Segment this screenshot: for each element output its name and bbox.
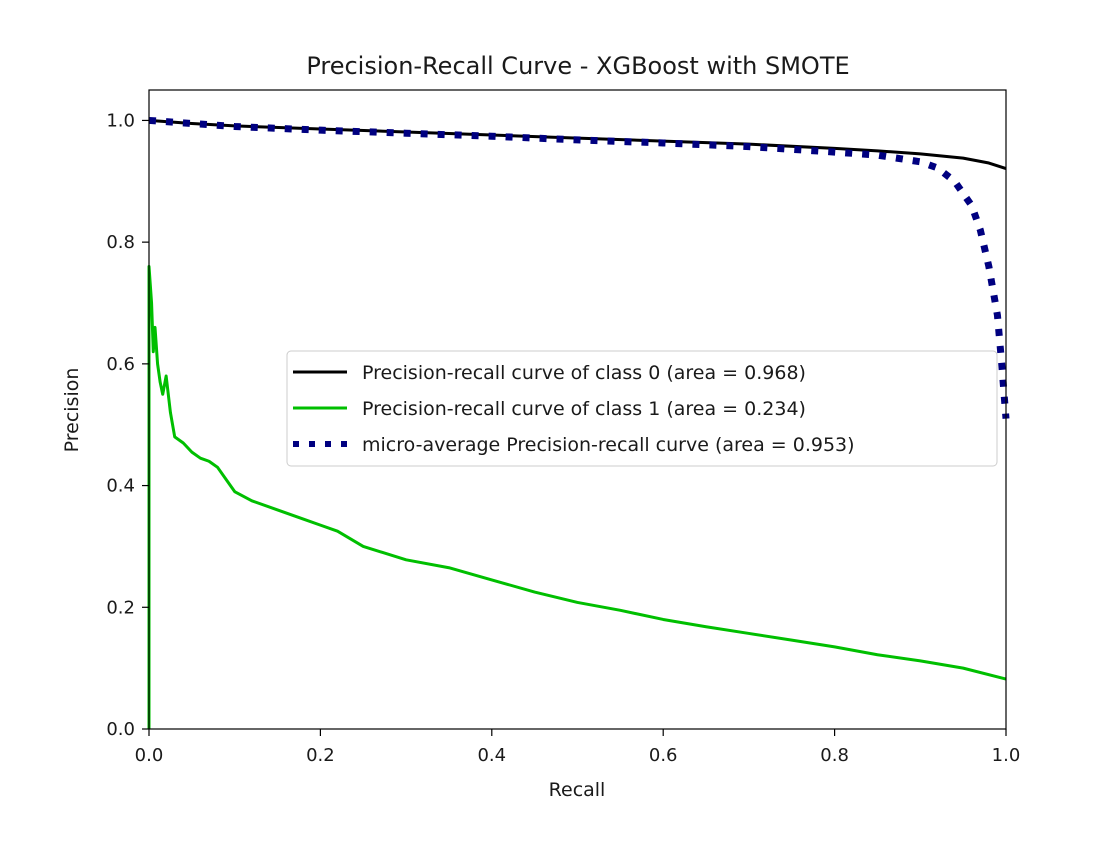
chart-title: Precision-Recall Curve - XGBoost with SM… [306,52,849,80]
x-tick-label: 0.4 [477,745,506,766]
legend-label-class-0: Precision-recall curve of class 0 (area … [362,362,806,384]
series-layer [147,116,1010,729]
tick-layer: 0.0 0.2 0.4 0.6 0.8 1.0 0.0 0.2 0.4 0.6 0.8 1.0 [106,110,1020,766]
series-class-1-line [147,264,1007,729]
x-tick-label: 0.0 [135,745,164,766]
legend-label-class-1: Precision-recall curve of class 1 (area … [362,398,806,420]
x-tick-label: 0.8 [820,745,849,766]
x-axis-label: Recall [549,779,606,801]
x-tick-label: 0.2 [306,745,335,766]
legend-box [286,350,998,467]
y-tick-label: 0.8 [106,232,135,253]
y-tick-label: 1.0 [106,110,135,131]
y-tick-label: 0.6 [106,354,135,375]
y-tick-label: 0.4 [106,476,135,497]
y-axis-label: Precision [61,368,83,453]
x-tick-label: 1.0 [992,745,1021,766]
y-tick-label: 0.2 [106,597,135,618]
legend: Precision-recall curve of class 0 (area … [286,350,998,467]
y-tick-label: 0.0 [106,719,135,740]
x-tick-label: 0.6 [649,745,678,766]
series-micro-average-line [148,116,1010,419]
legend-label-micro-average: micro-average Precision-recall curve (ar… [362,434,855,456]
plot-frame [148,89,1007,730]
